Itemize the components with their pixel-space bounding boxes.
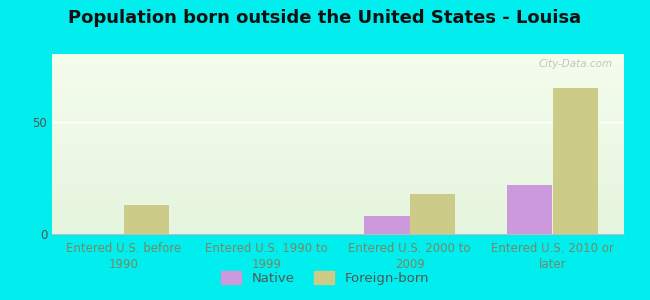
Bar: [124, 205, 169, 234]
Bar: [410, 194, 455, 234]
Bar: [507, 184, 552, 234]
Bar: [552, 88, 598, 234]
Bar: [364, 216, 410, 234]
Text: City-Data.com: City-Data.com: [538, 59, 612, 69]
Legend: Native, Foreign-born: Native, Foreign-born: [216, 266, 434, 290]
Text: Population born outside the United States - Louisa: Population born outside the United State…: [68, 9, 582, 27]
